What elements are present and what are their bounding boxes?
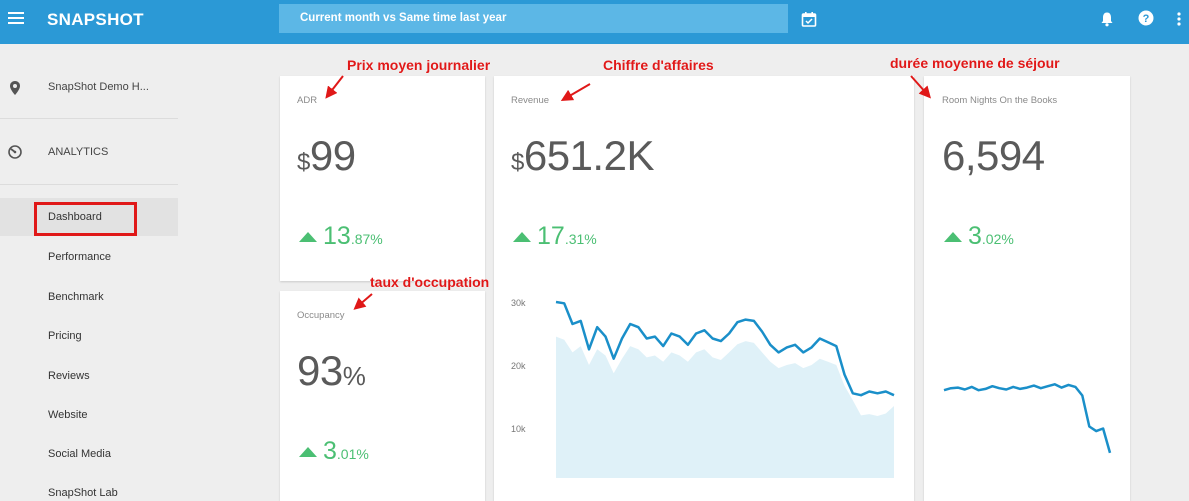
revenue-line-series <box>555 300 895 397</box>
currency-symbol: $ <box>511 149 524 176</box>
sidebar-item-label: SnapShot Lab <box>48 487 118 499</box>
revenue-value: $651.2K <box>511 132 654 180</box>
delta-int: 17 <box>537 222 565 250</box>
sidebar-item-label: Dashboard <box>48 211 102 223</box>
card-title: Revenue <box>511 95 550 106</box>
y-tick-label: 30k <box>511 298 526 308</box>
brand-logo[interactable]: SNAPSHOT <box>47 10 144 29</box>
delta-decimal: .02% <box>981 231 1014 247</box>
more-vert-icon[interactable] <box>1176 11 1182 27</box>
delta-int: 3 <box>323 437 337 465</box>
occupancy-card[interactable]: Occupancy 93% 3.01% <box>280 291 485 501</box>
room-nights-trend-chart <box>943 383 1112 454</box>
room-nights-card[interactable]: Room Nights On the Books 6,594 3.02% <box>924 76 1130 501</box>
value-number: 651.2K <box>523 132 655 179</box>
value-number: 6,594 <box>942 132 1045 179</box>
top-bar: SNAPSHOT Current month vs Same time last… <box>0 0 1189 44</box>
bell-icon[interactable] <box>1099 11 1115 27</box>
room-nights-value: 6,594 <box>942 132 1045 180</box>
sidebar-item-label: Social Media <box>48 448 111 460</box>
card-title: Occupancy <box>297 310 345 321</box>
sidebar-item-benchmark[interactable]: Benchmark <box>0 278 178 316</box>
y-tick-label: 20k <box>511 361 526 371</box>
up-arrow-icon <box>299 447 317 457</box>
location-pin-icon <box>10 81 20 95</box>
sidebar-item-pricing[interactable]: Pricing <box>0 317 178 355</box>
sidebar-item-label: Performance <box>48 251 111 263</box>
annotation-occupancy: taux d'occupation <box>370 274 490 290</box>
delta-int: 13 <box>323 222 351 250</box>
property-name: SnapShot Demo H... <box>48 81 149 93</box>
occupancy-delta: 3.01% <box>299 437 369 466</box>
up-arrow-icon <box>299 232 317 242</box>
sidebar-item-label: Website <box>48 409 88 421</box>
card-title: Room Nights On the Books <box>942 95 1058 106</box>
date-range-selector[interactable]: Current month vs Same time last year <box>279 4 788 33</box>
percent-unit: % <box>342 361 366 391</box>
delta-decimal: .01% <box>336 446 369 462</box>
annotation-adr: Prix moyen journalier <box>347 57 491 73</box>
delta-decimal: .87% <box>350 231 383 247</box>
revenue-area-series <box>556 336 894 478</box>
dashboard-highlight-box <box>34 202 137 236</box>
sidebar-divider <box>0 184 178 185</box>
sidebar-item-label: Pricing <box>48 330 82 342</box>
delta-decimal: .31% <box>564 231 597 247</box>
room-nights-line-series <box>943 383 1112 454</box>
sidebar-item-performance[interactable]: Performance <box>0 238 178 276</box>
value-number: 93 <box>297 347 343 394</box>
annotation-room-nights: durée moyenne de séjour <box>890 55 1060 71</box>
sidebar: SnapShot Demo H... ANALYTICS Dashboard P… <box>0 44 178 501</box>
revenue-card[interactable]: Revenue $651.2K 17.31% 30k 20k 10k <box>494 76 914 501</box>
currency-symbol: $ <box>297 149 310 176</box>
sidebar-item-snapshot-lab[interactable]: SnapShot Lab <box>0 474 178 501</box>
property-selector[interactable]: SnapShot Demo H... <box>0 64 178 119</box>
sidebar-item-reviews[interactable]: Reviews <box>0 357 178 395</box>
revenue-trend-chart: 30k 20k 10k <box>511 298 895 478</box>
help-icon[interactable]: ? <box>1138 10 1154 26</box>
up-arrow-icon <box>944 232 962 242</box>
sidebar-item-label: Reviews <box>48 370 90 382</box>
delta-int: 3 <box>968 222 982 250</box>
occupancy-value: 93% <box>297 347 366 395</box>
revenue-delta: 17.31% <box>513 222 597 251</box>
card-title: ADR <box>297 95 318 106</box>
analytics-label: ANALYTICS <box>48 146 109 158</box>
svg-text:?: ? <box>1143 13 1150 25</box>
analytics-section[interactable]: ANALYTICS <box>0 129 178 184</box>
room-nights-delta: 3.02% <box>944 222 1014 251</box>
adr-value: $99 <box>297 132 356 180</box>
calendar-icon[interactable] <box>801 11 817 27</box>
sidebar-divider <box>0 118 178 119</box>
value-number: 99 <box>309 132 356 179</box>
up-arrow-icon <box>513 232 531 242</box>
sidebar-item-social-media[interactable]: Social Media <box>0 435 178 473</box>
sidebar-item-website[interactable]: Website <box>0 396 178 434</box>
analytics-dial-icon <box>8 145 22 159</box>
adr-card[interactable]: ADR $99 13.87% <box>280 76 485 281</box>
sidebar-item-label: Benchmark <box>48 291 104 303</box>
adr-delta: 13.87% <box>299 222 383 251</box>
annotation-revenue: Chiffre d'affaires <box>603 57 714 73</box>
y-tick-label: 10k <box>511 424 526 434</box>
menu-icon[interactable] <box>8 10 24 26</box>
